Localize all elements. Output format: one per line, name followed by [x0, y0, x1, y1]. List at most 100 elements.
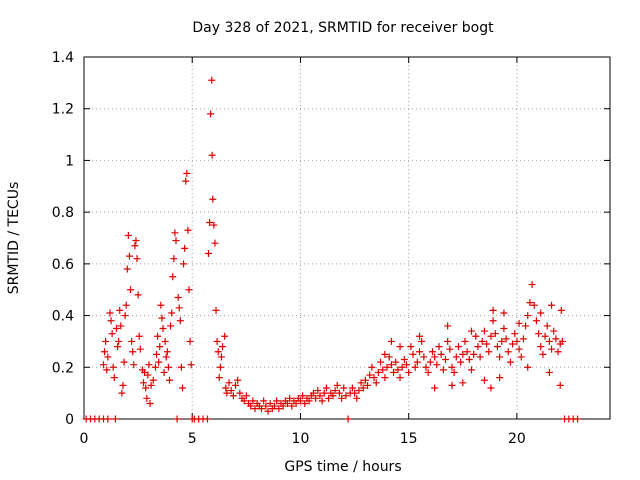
data-point: [431, 384, 439, 392]
data-point: [344, 415, 352, 423]
data-point: [351, 389, 359, 397]
data-point: [316, 392, 324, 400]
data-point: [156, 343, 164, 351]
data-point: [411, 363, 419, 371]
data-point: [123, 265, 131, 273]
data-point: [232, 381, 240, 389]
data-point: [487, 384, 495, 392]
data-point: [537, 309, 545, 317]
data-point: [381, 374, 389, 382]
data-point: [247, 402, 255, 410]
data-point: [552, 335, 560, 343]
data-point: [182, 177, 190, 185]
data-point: [340, 384, 348, 392]
data-point: [400, 356, 408, 364]
data-point: [541, 332, 549, 340]
data-point: [539, 350, 547, 358]
data-point: [212, 306, 220, 314]
data-point: [111, 415, 119, 423]
data-point: [357, 379, 365, 387]
data-point: [164, 363, 172, 371]
axes-frame: [83, 56, 611, 420]
data-point: [264, 407, 272, 415]
data-point: [444, 337, 452, 345]
data-point: [125, 252, 133, 260]
data-point: [426, 358, 434, 366]
data-point: [120, 358, 128, 366]
data-point: [102, 337, 110, 345]
data-point: [169, 273, 177, 281]
data-point: [329, 392, 337, 400]
data-point: [242, 392, 250, 400]
data-point: [181, 244, 189, 252]
data-point: [305, 397, 313, 405]
data-point: [122, 301, 130, 309]
data-point: [504, 348, 512, 356]
data-point: [208, 76, 216, 84]
data-point: [444, 322, 452, 330]
data-point: [441, 356, 449, 364]
data-point: [496, 353, 504, 361]
data-point: [136, 345, 144, 353]
data-point: [154, 332, 162, 340]
data-point: [161, 337, 169, 345]
chart-title: Day 328 of 2021, SRMTID for receiver bog…: [192, 20, 494, 36]
data-point: [513, 337, 521, 345]
data-point: [452, 353, 460, 361]
data-point: [383, 363, 391, 371]
data-point: [110, 374, 118, 382]
data-point: [353, 394, 361, 402]
data-point: [116, 306, 124, 314]
data-point: [133, 255, 141, 263]
data-point: [204, 250, 212, 258]
data-point: [433, 361, 441, 369]
data-point: [270, 402, 278, 410]
data-point: [435, 343, 443, 351]
data-point: [537, 343, 545, 351]
data-point: [175, 304, 183, 312]
data-point: [275, 405, 283, 413]
data-point: [387, 361, 395, 369]
data-point: [431, 353, 439, 361]
data-point: [366, 371, 374, 379]
data-point: [171, 229, 179, 237]
y-tick-label: 0.2: [52, 360, 74, 376]
data-point: [176, 317, 184, 325]
data-point: [483, 340, 491, 348]
data-point: [335, 389, 343, 397]
data-point: [543, 322, 551, 330]
data-point: [210, 221, 218, 229]
data-point: [266, 399, 274, 407]
data-point: [108, 330, 116, 338]
data-point: [229, 392, 237, 400]
data-point: [109, 363, 117, 371]
data-point: [143, 394, 151, 402]
data-point: [439, 366, 447, 374]
data-point: [526, 299, 534, 307]
data-point: [130, 361, 138, 369]
data-point: [574, 415, 582, 423]
data-point: [535, 330, 543, 338]
data-point: [155, 358, 163, 366]
data-point: [396, 374, 404, 382]
data-point: [403, 361, 411, 369]
data-point: [385, 353, 393, 361]
data-point: [476, 353, 484, 361]
data-point: [159, 325, 167, 332]
data-point: [142, 384, 150, 392]
data-point: [211, 239, 219, 247]
data-point: [296, 397, 304, 405]
x-tick-labels: 0 5 10 15 20: [80, 431, 526, 447]
data-point: [556, 381, 564, 389]
data-point: [390, 368, 398, 376]
data-point: [524, 312, 532, 320]
data-point: [292, 399, 300, 407]
data-point: [500, 325, 508, 332]
x-tick-label: 10: [292, 431, 310, 447]
data-point: [186, 337, 194, 345]
data-point: [119, 381, 127, 389]
data-point: [545, 337, 553, 345]
data-point: [213, 337, 221, 345]
data-point: [409, 350, 417, 358]
